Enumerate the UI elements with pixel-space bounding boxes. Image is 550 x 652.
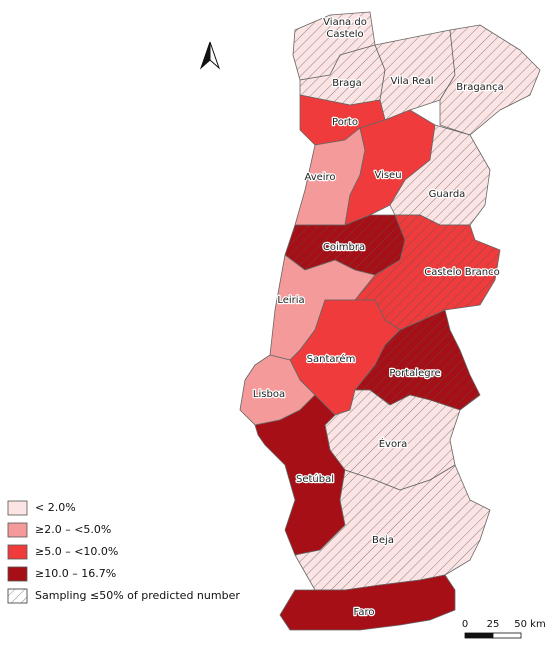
- district-label: Viseu: [374, 170, 401, 181]
- district-label: Setúbal: [296, 473, 334, 485]
- scale-label: 50 km: [514, 619, 545, 630]
- district-label: Braga: [332, 78, 362, 89]
- district-hatch: [325, 390, 460, 490]
- district-hatch: [285, 215, 405, 275]
- district-hatch: [375, 30, 455, 120]
- legend: < 2.0% ≥2.0 – <5.0% ≥5.0 – <10.0% ≥10.0 – 1…: [7, 500, 240, 604]
- district-label: Beja: [372, 535, 394, 546]
- district-labels: Viana do Castelo Braga Vila Real Bragança…: [252, 16, 505, 620]
- district-hatch: [355, 310, 480, 410]
- legend-swatch: [7, 500, 28, 516]
- district-label: Évora: [379, 437, 408, 450]
- legend-hatch: [7, 588, 28, 604]
- legend-label: ≥2.0 – <5.0%: [35, 523, 111, 536]
- district-label: Coimbra: [323, 242, 365, 253]
- district-label: Guarda: [429, 189, 466, 200]
- legend-label: ≥5.0 – <10.0%: [35, 545, 118, 558]
- north-arrow: [199, 41, 221, 70]
- district-hatch: [355, 215, 500, 330]
- district-label: Leiria: [277, 295, 304, 306]
- district-label: Portalegre: [389, 368, 440, 379]
- scale-label: 25: [487, 619, 500, 630]
- district-label: Faro: [354, 607, 375, 618]
- legend-label: ≥10.0 – 16.7%: [35, 567, 116, 580]
- district-hatch: [295, 465, 490, 590]
- legend-swatch: [7, 522, 28, 538]
- district-label: Vila Real: [390, 76, 433, 87]
- legend-swatch: [7, 566, 28, 582]
- district-label: Santarém: [307, 353, 356, 365]
- district-label: Bragança: [456, 82, 504, 93]
- district-label: Castelo Branco: [424, 267, 500, 278]
- district-label: Aveiro: [304, 172, 335, 183]
- district-hatch: [440, 25, 540, 135]
- label-line: Castelo: [326, 29, 363, 40]
- district-hatch: [300, 45, 385, 105]
- legend-label: < 2.0%: [35, 501, 76, 514]
- legend-label: Sampling ≤50% of predicted number: [35, 589, 240, 602]
- district-label: Lisboa: [253, 389, 285, 400]
- districts: [239, 11, 541, 631]
- district-label: Viana do Castelo: [323, 17, 367, 40]
- district-hatch: [293, 12, 375, 80]
- scale-bar: 0 25 50 km: [462, 619, 546, 639]
- district-hatch: [390, 125, 490, 225]
- label-line: Viana do: [323, 17, 367, 28]
- legend-swatch: [7, 544, 28, 560]
- district-label: Porto: [332, 117, 358, 128]
- scale-label: 0: [462, 619, 468, 630]
